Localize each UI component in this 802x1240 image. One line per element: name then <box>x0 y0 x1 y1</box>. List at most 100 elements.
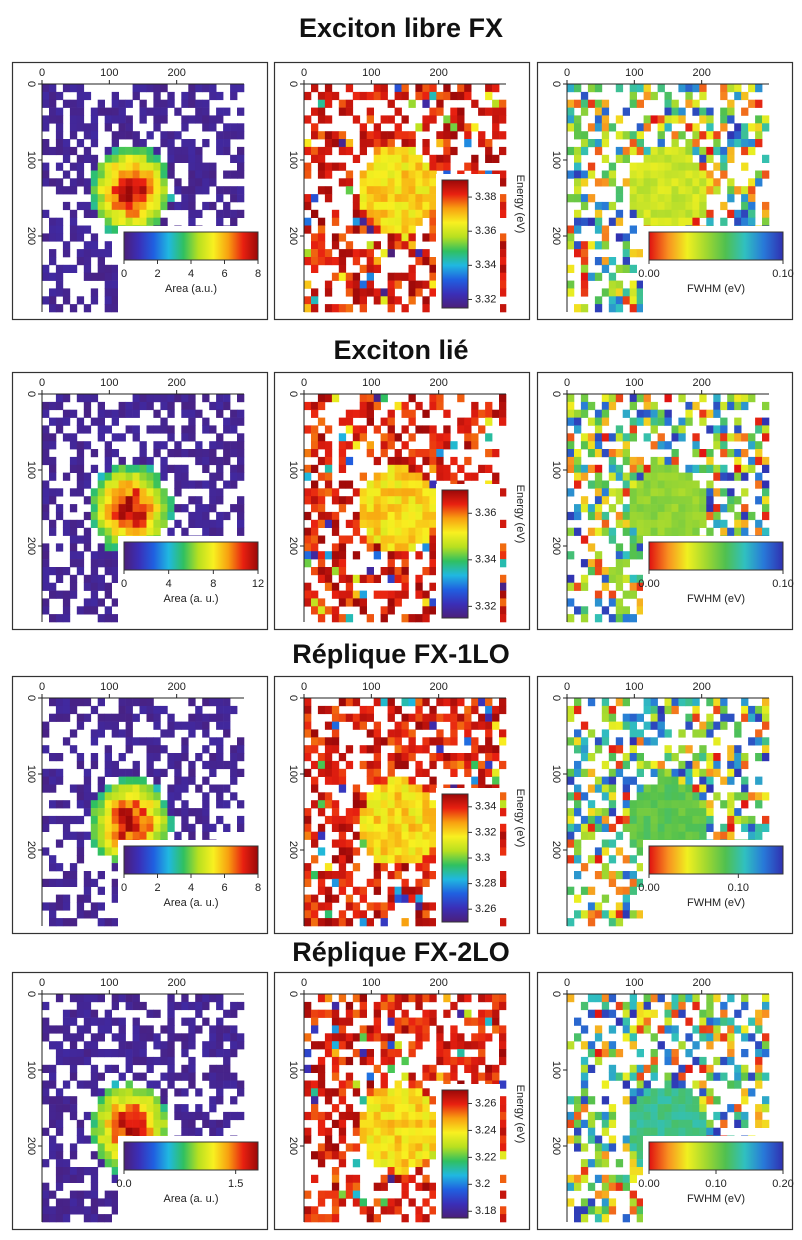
map-cell <box>237 154 245 163</box>
map-cell <box>146 768 154 777</box>
map-cell <box>111 264 119 273</box>
map-cell <box>699 162 707 171</box>
map-cell <box>664 496 672 505</box>
map-cell <box>643 815 651 825</box>
map-cell <box>216 760 224 770</box>
map-cell <box>741 162 749 171</box>
map-cell <box>188 201 196 211</box>
map-cell <box>657 146 665 156</box>
map-cell <box>311 154 319 163</box>
map-cell <box>338 698 347 707</box>
map-cell <box>76 441 85 450</box>
map-cell <box>706 511 714 521</box>
map-cell <box>118 201 126 211</box>
map-cell <box>608 918 617 927</box>
map-cell <box>608 598 617 607</box>
map-cell <box>42 559 50 568</box>
map-cell <box>380 590 388 599</box>
map-cell <box>650 831 658 840</box>
map-cell <box>338 433 347 442</box>
map-cell <box>692 401 700 411</box>
map-cell <box>574 217 582 226</box>
map-cell <box>415 401 423 411</box>
map-cell <box>380 831 388 840</box>
map-cell <box>387 409 395 418</box>
map-cell <box>727 186 735 195</box>
map-cell <box>311 107 319 116</box>
map-cell <box>380 84 388 93</box>
map-cell <box>499 792 507 801</box>
map-cell <box>188 496 196 505</box>
map-cell <box>741 753 749 762</box>
y-tick-label: 100 <box>25 151 37 169</box>
map-cell <box>622 178 630 187</box>
map-cell <box>499 417 507 426</box>
map-cell <box>55 146 64 156</box>
map-cell <box>118 511 126 521</box>
map-cell <box>422 543 430 552</box>
map-cell <box>104 823 112 832</box>
map-cell <box>401 162 409 171</box>
map-cell <box>49 784 57 793</box>
map-cell <box>83 401 92 411</box>
map-cell <box>394 792 402 801</box>
map-cell <box>713 178 721 187</box>
colorbar-tick-label: 2 <box>154 882 160 894</box>
map-cell <box>706 146 714 156</box>
map-cell <box>692 504 700 513</box>
map-cell <box>394 233 402 242</box>
map-cell <box>629 433 637 442</box>
map-cell <box>188 91 196 101</box>
map-cell <box>429 280 437 289</box>
map-cell <box>76 1001 85 1011</box>
map-cell <box>42 1088 50 1097</box>
map-cell <box>429 488 437 497</box>
x-tick-label: 0 <box>39 681 45 693</box>
map-cell <box>125 800 133 809</box>
map-cell <box>574 698 582 707</box>
map-cell <box>436 737 444 746</box>
map-cell <box>97 808 105 817</box>
map-cell <box>706 217 714 226</box>
map-cell <box>587 417 596 426</box>
colorbar-tick-label: 0 <box>121 578 127 590</box>
map-cell <box>359 139 367 148</box>
map-cell <box>69 146 78 156</box>
map-cell <box>650 705 658 715</box>
map-cell <box>181 808 189 817</box>
map-cell <box>188 146 196 156</box>
map-cell <box>97 729 105 738</box>
map-cell <box>202 178 210 187</box>
map-cell <box>594 433 603 442</box>
map-cell <box>678 425 686 434</box>
map-cell <box>380 131 388 140</box>
map-cell <box>401 217 409 226</box>
map-cell <box>76 1056 85 1066</box>
map-cell <box>304 115 312 124</box>
map-cell <box>429 535 437 544</box>
map-cell <box>567 918 575 927</box>
map-cell <box>317 918 326 927</box>
map-cell <box>90 1174 99 1183</box>
map-cell <box>49 1072 57 1081</box>
map-cell <box>324 886 333 895</box>
map-cell <box>471 776 479 785</box>
map-cell <box>304 464 312 473</box>
map-cell <box>429 225 437 234</box>
map-cell <box>485 433 493 442</box>
map-cell <box>622 233 630 242</box>
map-cell <box>650 504 658 513</box>
map-cell <box>485 449 493 458</box>
map-cell <box>331 918 340 927</box>
map-cell <box>457 115 465 124</box>
map-cell <box>216 401 224 411</box>
map-cell <box>664 776 672 785</box>
map-cell <box>83 178 92 187</box>
map-cell <box>415 902 423 911</box>
map-cell <box>380 784 388 793</box>
map-cell <box>422 839 430 848</box>
map-cell <box>104 209 112 218</box>
map-cell <box>650 425 658 434</box>
map-cell <box>436 433 444 442</box>
map-cell <box>90 815 99 825</box>
